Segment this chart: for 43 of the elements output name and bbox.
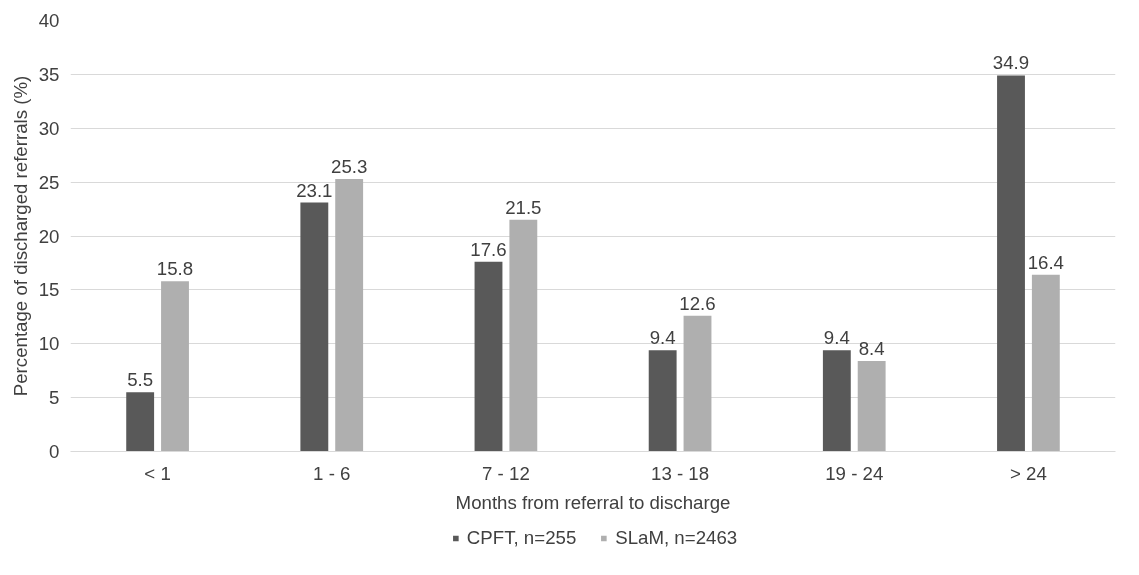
data-label: 34.9 (992, 52, 1030, 74)
data-label: 15.8 (156, 258, 194, 280)
data-label: 16.4 (1027, 251, 1064, 273)
bar (997, 75, 1025, 452)
y-tick-label: 20 (38, 225, 60, 247)
bar (335, 178, 364, 452)
y-tick-label: 5 (49, 387, 60, 409)
y-tick-label: 15 (38, 279, 60, 301)
bar (161, 281, 189, 452)
data-label: 17.6 (470, 238, 507, 260)
data-label: 12.6 (679, 292, 716, 314)
x-tick-label: > 24 (1010, 462, 1047, 484)
legend-label: SLaM, n=2463 (615, 526, 738, 549)
bar (300, 202, 329, 452)
data-label: 25.3 (331, 155, 368, 177)
y-tick-label: 0 (49, 441, 60, 462)
data-label: 9.4 (823, 327, 850, 349)
data-label: 8.4 (858, 337, 885, 359)
x-tick-label: < 1 (144, 462, 171, 484)
legend-label: CPFT, n=255 (466, 526, 577, 549)
bar (126, 392, 155, 452)
bar (1031, 274, 1060, 452)
y-tick-label: 30 (38, 117, 60, 139)
x-tick-label: 7 - 12 (482, 462, 530, 484)
y-tick-label: 10 (38, 333, 60, 355)
y-axis-title: Percentage of discharged referrals (%) (9, 75, 31, 397)
bar (683, 315, 712, 452)
y-tick-label: 35 (38, 63, 60, 85)
x-tick-label: 19 - 24 (825, 462, 884, 484)
data-label: 21.5 (505, 196, 542, 218)
bar (509, 219, 538, 452)
y-tick-label: 40 (38, 10, 60, 31)
y-tick-label: 25 (38, 171, 60, 193)
bar (857, 360, 886, 452)
bar (822, 350, 851, 452)
data-label: 5.5 (127, 369, 154, 391)
data-label: 9.4 (649, 327, 676, 349)
x-tick-label: 13 - 18 (651, 462, 710, 484)
data-label: 23.1 (296, 179, 333, 201)
x-axis-title: Months from referral to discharge (455, 491, 731, 513)
bar (474, 261, 503, 452)
bar (648, 350, 677, 452)
x-tick-label: 1 - 6 (313, 462, 351, 484)
